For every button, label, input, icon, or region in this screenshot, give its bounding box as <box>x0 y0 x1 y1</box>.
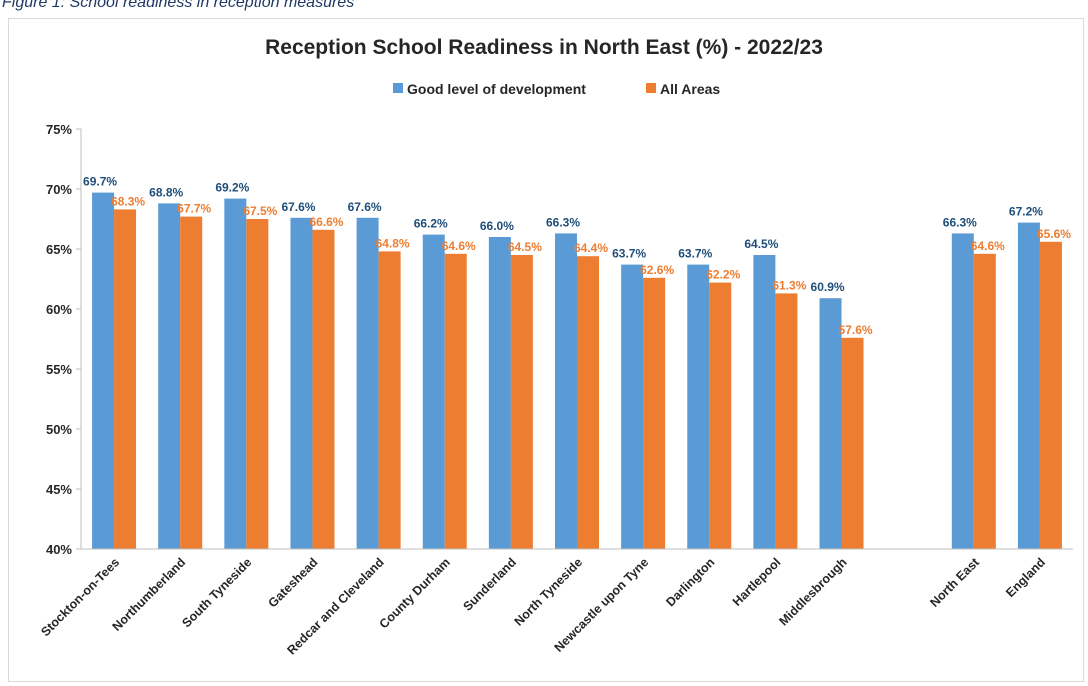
x-tick-label: Darlington <box>663 555 717 609</box>
legend: Good level of development All Areas <box>393 81 720 97</box>
y-tick-label: 55% <box>46 362 72 377</box>
bar-all-areas <box>510 255 533 549</box>
x-tick-label: County Durham <box>377 555 453 631</box>
bar-all-areas <box>180 216 203 549</box>
data-label-good-level: 64.5% <box>744 237 778 251</box>
legend-swatch-good-level <box>393 83 403 93</box>
bar-all-areas <box>577 256 599 549</box>
x-tick-label: North East <box>927 555 982 610</box>
data-label-all-areas: 57.6% <box>839 323 873 337</box>
x-tick-label: Hartlepool <box>730 555 784 609</box>
data-label-all-areas: 64.6% <box>971 239 1005 253</box>
data-label-good-level: 63.7% <box>612 247 646 261</box>
x-tick-label: South Tyneside <box>179 555 254 630</box>
bar-good-level <box>753 255 776 549</box>
bar-good-level <box>687 264 710 549</box>
y-tick-label: 70% <box>46 182 72 197</box>
data-label-good-level: 60.9% <box>811 280 845 294</box>
data-label-good-level: 66.3% <box>546 215 580 229</box>
bar-good-level <box>1017 222 1040 549</box>
bar-all-areas <box>246 219 269 549</box>
bar-good-level <box>356 217 379 550</box>
data-label-good-level: 68.8% <box>149 185 183 199</box>
data-label-good-level: 66.2% <box>414 217 448 231</box>
data-label-all-areas: 67.7% <box>177 202 211 216</box>
bar-good-level <box>555 233 577 549</box>
bar-all-areas <box>1039 241 1062 550</box>
data-label-all-areas: 65.6% <box>1037 227 1071 241</box>
bar-all-areas <box>709 282 732 549</box>
y-tick-label: 65% <box>46 242 72 257</box>
bar-good-level <box>621 264 644 549</box>
data-label-good-level: 69.7% <box>83 175 117 189</box>
data-label-all-areas: 64.4% <box>574 241 608 255</box>
bar-all-areas <box>841 337 864 549</box>
legend-swatch-all-areas <box>646 83 656 93</box>
bar-good-level <box>224 198 247 549</box>
bar-good-level <box>422 234 445 549</box>
data-label-all-areas: 68.3% <box>111 194 145 208</box>
bar-good-level <box>92 192 115 549</box>
y-tick-label: 75% <box>46 122 72 137</box>
data-label-all-areas: 67.5% <box>243 204 277 218</box>
bar-good-level <box>951 233 974 549</box>
data-label-all-areas: 66.6% <box>309 215 343 229</box>
data-label-all-areas: 64.6% <box>442 239 476 253</box>
data-label-good-level: 67.2% <box>1009 205 1043 219</box>
data-label-all-areas: 64.5% <box>508 240 542 254</box>
bar-all-areas <box>114 209 137 549</box>
legend-label-good-level: Good level of development <box>407 81 586 97</box>
y-tick-label: 50% <box>46 422 72 437</box>
data-label-all-areas: 64.8% <box>376 236 410 250</box>
data-label-good-level: 66.0% <box>480 219 514 233</box>
chart-title: Reception School Readiness in North East… <box>265 36 823 59</box>
x-tick-label: Gateshead <box>265 555 320 610</box>
data-label-all-areas: 61.3% <box>772 278 806 292</box>
bar-all-areas <box>775 293 798 549</box>
bar-all-areas <box>312 229 335 550</box>
data-label-good-level: 66.3% <box>943 215 977 229</box>
figure-caption: Figure 1: School readiness in reception … <box>2 0 355 11</box>
y-axis: 40% 45% 50% 55% 60% 65% 70% 75% <box>46 122 82 557</box>
legend-label-all-areas: All Areas <box>660 81 720 97</box>
y-tick-label: 60% <box>46 302 72 317</box>
data-label-good-level: 63.7% <box>678 247 712 261</box>
bar-good-level <box>488 237 511 549</box>
bar-good-level <box>158 203 181 549</box>
x-tick-label: Middlesbrough <box>776 555 849 628</box>
data-label-all-areas: 62.2% <box>706 268 740 282</box>
y-tick-label: 45% <box>46 482 72 497</box>
data-label-all-areas: 62.6% <box>640 263 674 277</box>
x-tick-label: Stockton-on-Tees <box>38 555 122 639</box>
x-tick-label: North Tyneside <box>512 555 586 629</box>
x-tick-label: Sunderland <box>460 555 519 614</box>
bar-good-level <box>290 217 313 550</box>
bar-all-areas <box>643 277 666 549</box>
data-label-good-level: 67.6% <box>348 200 382 214</box>
bar-chart: Reception School Readiness in North East… <box>38 36 1073 657</box>
bar-all-areas <box>973 253 996 550</box>
data-labels: 69.7%68.3%68.8%67.7%69.2%67.5% 67.6%66.6%… <box>83 175 1071 337</box>
y-tick-label: 40% <box>46 542 72 557</box>
bar-good-level <box>819 298 842 549</box>
data-label-good-level: 69.2% <box>215 181 249 195</box>
bar-all-areas <box>444 253 467 550</box>
x-tick-label: Northumberland <box>110 555 189 634</box>
bar-all-areas <box>378 251 401 549</box>
data-label-good-level: 67.6% <box>281 200 315 214</box>
bars <box>92 192 1062 550</box>
chart-frame: Reception School Readiness in North East… <box>8 18 1084 682</box>
x-tick-label: England <box>1003 555 1048 600</box>
